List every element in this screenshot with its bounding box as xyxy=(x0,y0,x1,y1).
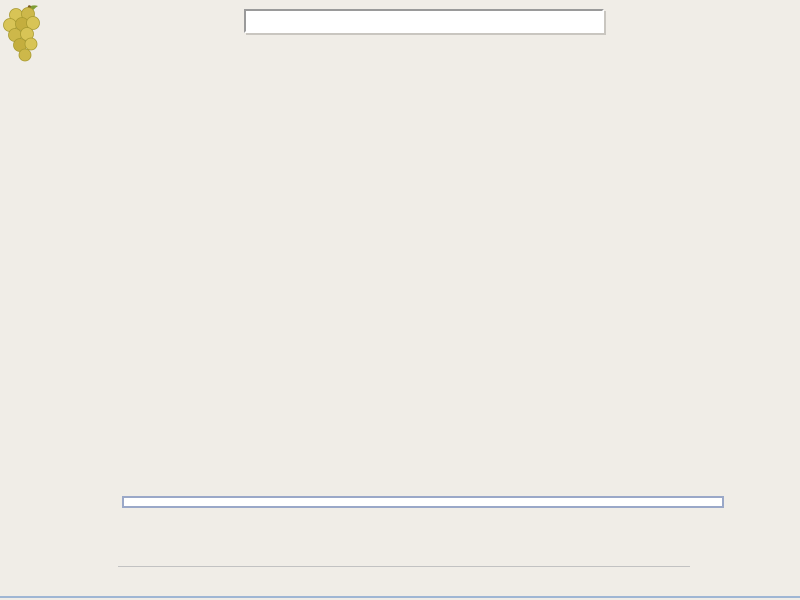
bottom-frame-line xyxy=(0,596,800,598)
grape-logo-icon xyxy=(3,5,40,62)
page-title xyxy=(244,9,604,33)
divider-line xyxy=(118,566,690,567)
chart-plot-area xyxy=(103,66,745,396)
chart-legend xyxy=(122,496,724,508)
